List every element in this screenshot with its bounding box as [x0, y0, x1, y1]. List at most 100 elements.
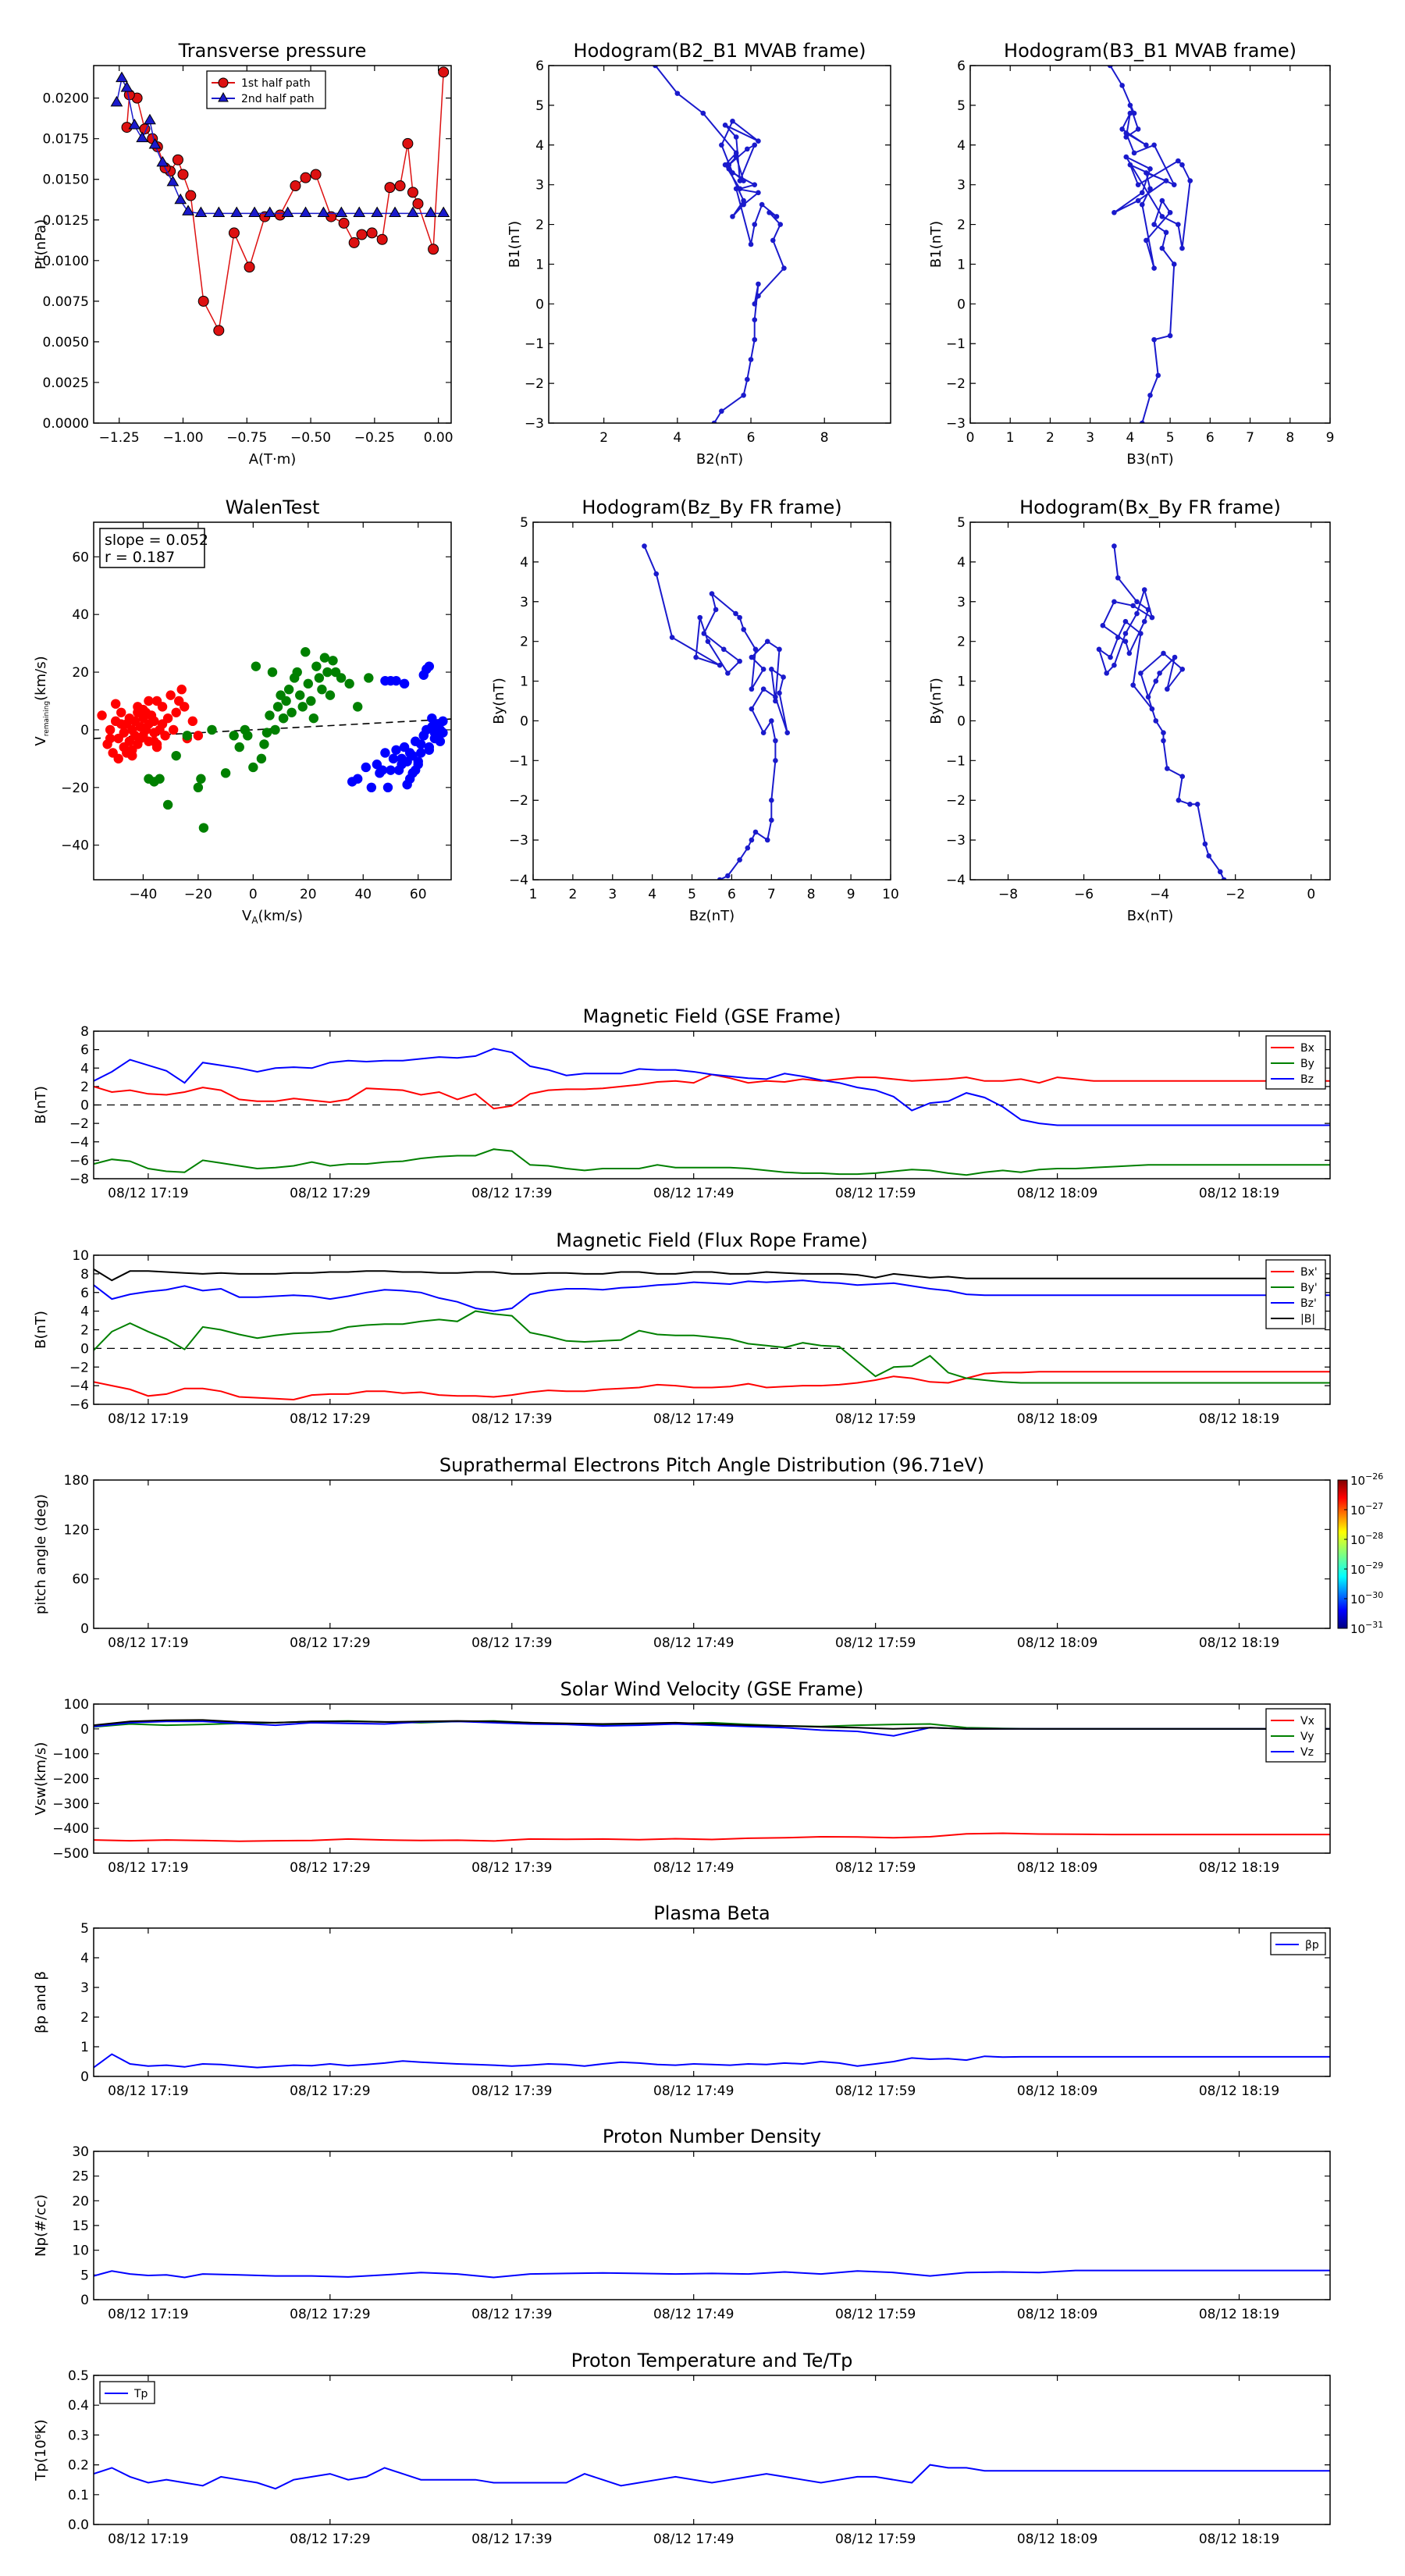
data-point [299, 206, 312, 217]
y-axis-label: By(nT) [928, 678, 944, 724]
data-point [1159, 214, 1165, 219]
data-point [1145, 607, 1151, 613]
axes-frame [93, 1703, 1331, 1854]
series-s0-line [1109, 66, 1191, 423]
y-tick-label: 0.4 [68, 2398, 89, 2414]
data-point [1122, 639, 1129, 644]
y-axis-label: B1(nT) [928, 221, 944, 268]
y-tick-label: 180 [64, 1473, 89, 1489]
data-point [1100, 623, 1106, 628]
data-point [160, 731, 170, 741]
y-tick-label: −3 [509, 833, 528, 849]
data-point [1176, 797, 1182, 803]
y-tick-label: 0.0200 [43, 91, 89, 107]
axes-frame [93, 2375, 1331, 2525]
data-point [1179, 162, 1185, 168]
data-point [1147, 166, 1153, 172]
y-tick-label: −3 [946, 833, 966, 849]
data-point [230, 206, 244, 217]
panel-title: Plasma Beta [653, 1902, 770, 1924]
data-point [348, 237, 360, 248]
data-point [701, 631, 707, 636]
y-tick-label: 4 [520, 555, 528, 571]
x-tick-label: 08/12 17:59 [835, 2083, 916, 2099]
y-tick-label: 3 [957, 178, 966, 194]
data-point [1151, 336, 1157, 343]
data-point [438, 728, 448, 738]
y-tick-label: 5 [520, 515, 528, 531]
axes-frame [93, 1254, 1331, 1405]
data-point [174, 193, 187, 205]
plot-area [94, 2053, 1330, 2069]
data-point [353, 206, 366, 217]
data-point [730, 118, 735, 124]
data-point [1187, 802, 1193, 807]
x-tick-label: −6 [1074, 887, 1094, 902]
data-point [1144, 237, 1149, 244]
y-tick-label: 2 [80, 1323, 89, 1339]
y-tick-label: 5 [957, 515, 966, 531]
data-point [725, 671, 731, 676]
panel-h4: Hodogram(Bx_By FR frame) −8 −6 −4 −2 0 −4 −3 −2 −… [928, 496, 1331, 924]
plot-area [94, 2269, 1330, 2279]
data-point [306, 696, 316, 706]
y-tick-label: −500 [52, 1846, 89, 1862]
x-tick-label: 08/12 17:49 [653, 2307, 734, 2322]
y-tick-label: 1 [957, 674, 966, 690]
y-tick-label: −2 [946, 376, 966, 392]
data-point [1161, 730, 1166, 736]
data-point [402, 779, 412, 790]
data-point [156, 155, 169, 167]
data-point [438, 716, 448, 727]
colorbar-label: 10−27 [1350, 1501, 1383, 1517]
data-point [389, 206, 401, 217]
axes-frame [548, 65, 891, 424]
y-tick-label: 0 [80, 1098, 89, 1114]
x-tick-label: 0 [249, 887, 258, 902]
x-tick-label: 08/12 17:49 [653, 1635, 734, 1651]
data-point [404, 748, 415, 758]
x-tick-label: 08/12 17:39 [471, 2307, 552, 2322]
data-point [1112, 543, 1117, 549]
data-point [267, 667, 278, 678]
data-point [424, 661, 435, 671]
y-tick-label: 10 [72, 1248, 89, 1264]
x-tick-label: 40 [354, 887, 372, 902]
data-point [1135, 126, 1141, 132]
panel-title: Hodogram(B3_B1 MVAB frame) [1004, 40, 1297, 62]
y-tick-label: −1 [946, 336, 966, 352]
x-tick-label: 08/12 18:09 [1017, 2307, 1097, 2322]
x-tick-label: 10 [882, 887, 899, 902]
data-point [220, 768, 231, 778]
legend-label: By [1300, 1058, 1314, 1070]
data-point [394, 180, 406, 192]
data-point [1153, 678, 1159, 684]
data-point [207, 724, 217, 735]
data-point [1187, 178, 1193, 183]
data-point [737, 857, 742, 863]
data-point [737, 186, 743, 192]
data-point [769, 797, 774, 803]
y-axis-label: B1(nT) [507, 221, 523, 268]
y-tick-label: 3 [520, 595, 528, 610]
data-point [116, 707, 126, 717]
y-tick-label: −6 [69, 1397, 89, 1413]
x-tick-label: 08/12 18:09 [1017, 1411, 1097, 1427]
x-tick-label: 08/12 17:29 [290, 1635, 370, 1651]
data-point [166, 175, 180, 187]
data-point [1104, 671, 1109, 676]
series-Vx-line [94, 1832, 1330, 1842]
plot-area [94, 2464, 1330, 2490]
x-tick-label: 08/12 17:19 [108, 2532, 188, 2547]
data-point [711, 420, 717, 423]
data-point [756, 190, 761, 196]
data-point [295, 690, 305, 700]
data-point [314, 673, 325, 683]
data-point [748, 241, 754, 247]
data-point [733, 610, 738, 617]
data-point [229, 731, 239, 741]
panel-title: WalenTest [226, 496, 320, 518]
data-point [144, 696, 154, 706]
x-tick-label: 08/12 17:29 [290, 2307, 370, 2322]
data-point [1119, 126, 1125, 132]
